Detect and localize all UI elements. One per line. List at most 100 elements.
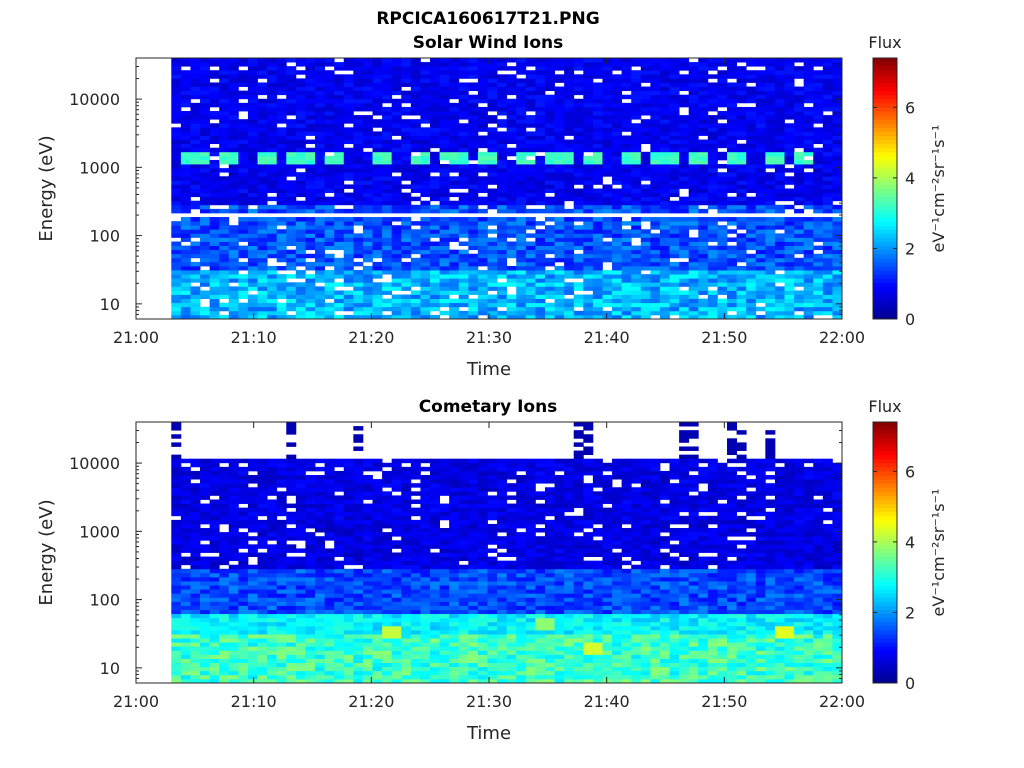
spectrogram-cell [669, 135, 680, 140]
spectrogram-cell [343, 168, 354, 173]
spectrogram-cell [439, 270, 450, 275]
spectrogram-cell [238, 143, 249, 149]
spectrogram-cell [468, 151, 479, 157]
spectrogram-cell [727, 245, 737, 251]
spectrogram-cell [171, 86, 182, 92]
spectrogram-cell [794, 302, 805, 308]
spectrogram-cell [516, 188, 527, 193]
spectrogram-cell [631, 286, 642, 291]
spectrogram-cell [554, 98, 565, 104]
spectrogram-cell [324, 270, 335, 275]
spectrogram-cell [190, 532, 201, 537]
spectrogram-cell [717, 192, 728, 198]
spectrogram-cell [180, 658, 191, 664]
spectrogram-cell [305, 151, 316, 157]
spectrogram-cell [707, 151, 718, 157]
spectrogram-cell [736, 188, 747, 193]
spectrogram-cell [573, 314, 584, 320]
spectrogram-cell [583, 306, 594, 312]
spectrogram-cell [573, 74, 584, 79]
solar-wind-x-label: Time [466, 359, 511, 380]
spectrogram-cell [171, 131, 182, 136]
spectrogram-cell [640, 298, 651, 304]
spectrogram-cell [727, 143, 737, 149]
spectrogram-cell [468, 298, 479, 304]
spectrogram-cell [755, 225, 766, 230]
spectrogram-cell [200, 290, 211, 295]
spectrogram-cell [200, 634, 211, 639]
spectrogram-cell [286, 458, 297, 464]
spectrogram-cell [209, 172, 220, 177]
spectrogram-cell [324, 139, 335, 145]
spectrogram-cell [295, 98, 306, 104]
spectrogram-cell [267, 479, 278, 484]
spectrogram-cell [324, 306, 335, 312]
spectrogram-cell [698, 314, 709, 320]
spectrogram-cell [573, 286, 584, 291]
spectrogram-cell [765, 204, 776, 210]
spectrogram-cell [315, 119, 325, 124]
spectrogram-cell [707, 94, 718, 100]
spectrogram-cell [295, 536, 306, 541]
spectrogram-cell [669, 180, 680, 185]
spectrogram-cell [343, 131, 354, 136]
spectrogram-cell [449, 253, 460, 259]
spectrogram-cell [324, 168, 335, 173]
spectrogram-cell [247, 127, 258, 132]
spectrogram-cell [420, 274, 431, 279]
spectrogram-cell [228, 552, 239, 557]
spectrogram-cell [688, 106, 699, 112]
spectrogram-cell [276, 253, 287, 259]
spectrogram-cell [219, 475, 230, 480]
spectrogram-cell [525, 290, 536, 295]
spectrogram-cell [401, 200, 412, 206]
spectrogram-cell [305, 139, 316, 145]
spectrogram-cell [755, 172, 766, 177]
spectrogram-cell [717, 229, 728, 234]
spectrogram-cell [334, 164, 345, 169]
spectrogram-cell [765, 314, 776, 320]
spectrogram-cell [583, 270, 594, 275]
spectrogram-cell [200, 172, 211, 177]
spectrogram-cell [219, 241, 230, 246]
spectrogram-cell [410, 70, 421, 75]
spectrogram-cell [219, 601, 230, 606]
spectrogram-cell [487, 245, 498, 251]
spectrogram-cell [458, 282, 469, 287]
spectrogram-cell [468, 143, 479, 149]
spectrogram-cell [334, 241, 345, 246]
spectrogram-cell [267, 139, 278, 145]
spectrogram-cell [372, 106, 383, 112]
spectrogram-cell [257, 233, 268, 238]
spectrogram-cell [592, 229, 603, 234]
spectrogram-cell [430, 143, 440, 149]
spectrogram-cell [506, 172, 517, 177]
spectrogram-cell [477, 245, 488, 251]
spectrogram-cell [305, 282, 316, 287]
spectrogram-cell [564, 70, 575, 75]
spectrogram-cell [516, 78, 527, 83]
spectrogram-cell [535, 127, 546, 132]
spectrogram-cell [506, 200, 517, 206]
spectrogram-cell [180, 147, 191, 153]
spectrogram-cell [180, 507, 191, 513]
spectrogram-cell [228, 168, 239, 173]
spectrogram-cell [832, 302, 843, 308]
spectrogram-cell [209, 458, 220, 464]
spectrogram-cell [180, 90, 191, 96]
spectrogram-cell [717, 249, 728, 255]
spectrogram-cell [190, 650, 201, 655]
spectrogram-cell [171, 233, 182, 238]
spectrogram-cell [257, 155, 268, 161]
spectrogram-cell [238, 249, 249, 255]
spectrogram-cell [247, 479, 258, 484]
solar-wind-panel: Solar Wind Ions 21:00 21:10 21:20 21:30 21:4… [36, 33, 948, 380]
spectrogram-cell [238, 184, 249, 189]
spectrogram-cell [727, 164, 737, 169]
spectrogram-cell [621, 74, 632, 79]
spectrogram-cell [679, 237, 690, 242]
spectrogram-cell [755, 119, 766, 124]
spectrogram-cell [487, 131, 498, 136]
spectrogram-cell [228, 678, 239, 684]
spectrogram-cell [659, 208, 670, 214]
